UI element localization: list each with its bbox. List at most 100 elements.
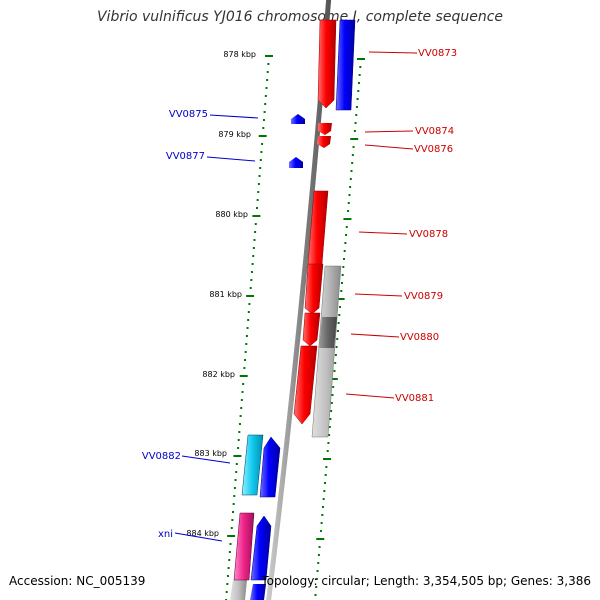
minor-tick: [225, 591, 228, 593]
label-xni[interactable]: xni: [158, 529, 173, 540]
gene-VV0873-reverse-block[interactable]: [335, 19, 356, 111]
minor-tick: [357, 90, 360, 92]
minor-tick: [330, 402, 333, 404]
minor-tick: [251, 263, 254, 265]
minor-tick: [230, 527, 233, 529]
label-VV0881[interactable]: VV0881: [395, 393, 434, 404]
gene-VV0875[interactable]: [291, 114, 305, 124]
topology-summary: Topology: circular; Length: 3,354,505 bp…: [261, 574, 591, 588]
minor-tick: [336, 330, 339, 332]
minor-tick: [342, 266, 345, 268]
minor-tick: [326, 450, 329, 452]
gene-VV0873[interactable]: [317, 19, 337, 109]
major-tick: [239, 375, 248, 377]
minor-tick: [254, 223, 257, 225]
grey-feature-1[interactable]: [311, 265, 342, 438]
gene-xni[interactable]: [233, 512, 255, 581]
minor-tick: [341, 274, 344, 276]
minor-tick: [250, 279, 253, 281]
minor-tick: [331, 394, 334, 396]
major-tick: [252, 215, 261, 217]
label-VV0880[interactable]: VV0880: [400, 332, 439, 343]
kbp-label: 878 kbp: [223, 50, 256, 59]
label-VV0875[interactable]: VV0875: [169, 109, 208, 120]
kbp-label: 880 kbp: [215, 210, 248, 219]
kbp-label: 884 kbp: [186, 529, 219, 538]
gene-bottom-reverse[interactable]: [250, 584, 266, 600]
minor-tick: [260, 151, 263, 153]
minor-tick: [356, 98, 359, 100]
gene-VV0881[interactable]: [293, 345, 318, 425]
minor-tick: [226, 575, 229, 577]
minor-tick: [248, 303, 251, 305]
label-VV0876[interactable]: VV0876: [414, 144, 453, 155]
label-VV0878[interactable]: VV0878: [409, 229, 448, 240]
major-tick: [350, 138, 359, 140]
grey-feature-3[interactable]: [230, 580, 247, 600]
minor-tick: [240, 407, 243, 409]
gene-VV0876[interactable]: [317, 136, 331, 148]
minor-tick: [315, 586, 318, 588]
minor-tick: [232, 503, 235, 505]
major-tick: [357, 58, 365, 60]
minor-tick: [266, 71, 269, 73]
minor-tick: [256, 207, 259, 209]
minor-tick: [259, 159, 262, 161]
major-tick: [316, 538, 325, 540]
minor-tick: [352, 146, 355, 148]
gene-VV0877[interactable]: [289, 157, 303, 168]
minor-tick: [265, 87, 268, 89]
minor-tick: [314, 594, 317, 596]
gene-VV0882[interactable]: [241, 434, 264, 496]
minor-tick: [355, 106, 358, 108]
minor-tick: [316, 570, 319, 572]
minor-tick: [241, 391, 244, 393]
major-tick: [227, 535, 236, 537]
kbp-label: 883 kbp: [194, 449, 227, 458]
minor-tick: [348, 194, 351, 196]
minor-tick: [334, 354, 337, 356]
minor-tick: [324, 474, 327, 476]
gene-xni-reverse[interactable]: [250, 515, 272, 581]
minor-tick: [340, 282, 343, 284]
gene-VV0879[interactable]: [304, 263, 324, 315]
label-VV0874[interactable]: VV0874: [415, 126, 454, 137]
minor-tick: [232, 511, 235, 513]
gene-VV0874[interactable]: [318, 123, 332, 135]
label-VV0873[interactable]: VV0873: [418, 48, 457, 59]
minor-tick: [317, 554, 320, 556]
label-VV0877[interactable]: VV0877: [166, 151, 205, 162]
minor-tick: [325, 466, 328, 468]
minor-tick: [324, 482, 327, 484]
grey-feature-2[interactable]: [319, 317, 337, 348]
minor-tick: [328, 426, 331, 428]
minor-tick: [267, 63, 270, 65]
minor-tick: [319, 530, 322, 532]
gene-VV0880[interactable]: [302, 312, 321, 347]
minor-tick: [323, 490, 326, 492]
minor-tick: [315, 578, 318, 580]
minor-tick: [247, 311, 250, 313]
gene-VV0882-reverse[interactable]: [259, 436, 281, 498]
minor-tick: [264, 103, 267, 105]
minor-tick: [252, 255, 255, 257]
minor-tick: [235, 463, 238, 465]
label-VV0882[interactable]: VV0882: [142, 451, 181, 462]
minor-tick: [349, 178, 352, 180]
minor-tick: [355, 114, 358, 116]
minor-tick: [347, 210, 350, 212]
minor-tick: [345, 226, 348, 228]
minor-tick: [347, 202, 350, 204]
forward-label-leaders: [345, 51, 418, 399]
minor-tick: [327, 442, 330, 444]
label-VV0879[interactable]: VV0879: [404, 291, 443, 302]
minor-tick: [250, 271, 253, 273]
minor-tick: [257, 191, 260, 193]
major-tick: [323, 458, 332, 460]
minor-tick: [351, 162, 354, 164]
minor-tick: [257, 183, 260, 185]
kbp-label: 882 kbp: [202, 370, 235, 379]
minor-tick: [252, 247, 255, 249]
minor-tick: [228, 559, 231, 561]
